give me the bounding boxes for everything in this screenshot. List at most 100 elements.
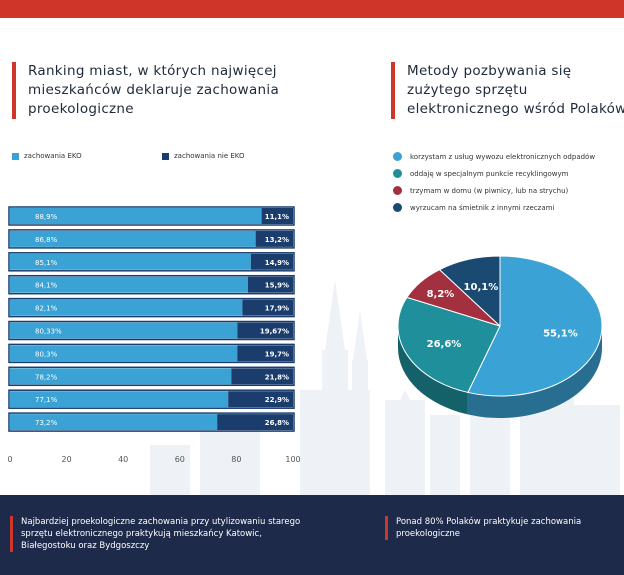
pie-chart-title: Metody pozbywania się zużytego sprzętu e… (391, 62, 624, 119)
bar-outline (8, 297, 295, 318)
bar-eko (10, 391, 229, 408)
bar-not-eko (248, 276, 293, 293)
x-tick-label: 60 (175, 455, 185, 464)
bar-label-not-eko: 15,9% (265, 282, 289, 290)
bar-label-not-eko: 19,7% (265, 350, 289, 358)
bar-not-eko (261, 208, 293, 224)
bar-not-eko (228, 391, 293, 408)
bar-eko (10, 414, 218, 431)
bar-label-not-eko: 19,67% (260, 328, 289, 336)
bar-label-eko: 80,3% (35, 350, 58, 358)
bar-outline (8, 274, 295, 295)
legend-swatch-eko (12, 152, 19, 160)
bar-outline (8, 229, 295, 249)
pie-legend-label-3: trzymam w domu (w piwnicy, lub na strych… (410, 186, 569, 195)
bar-eko (10, 253, 251, 270)
footer-note-right: Ponad 80% Polaków praktykuje zachowania … (385, 516, 621, 540)
bar-eko (10, 368, 232, 385)
bar-outline (8, 252, 295, 272)
bar-not-eko (237, 345, 293, 362)
bar-eko (10, 345, 238, 362)
pie-slice (438, 255, 501, 328)
bar-row: 85,1% 14,9% (8, 252, 295, 272)
pie-slice-side (398, 326, 468, 415)
bar-label-not-eko: 17,9% (265, 305, 289, 313)
footer-note-left: Najbardziej proekologiczne zachowania pr… (10, 516, 306, 552)
bar-row: 73,2% 26,8% (8, 412, 295, 432)
bar-not-eko (250, 253, 293, 270)
bar-label-eko: 86,8% (35, 236, 58, 244)
pie-legend-dot-2 (393, 169, 402, 178)
bar-not-eko (231, 368, 293, 385)
bar-label-eko: 73,2% (35, 419, 58, 427)
legend-swatch-not-eko (162, 152, 169, 160)
pie-slice-label: 55,1% (543, 329, 578, 340)
pie-legend-label-1: korzystam z usług wywozu elektronicznych… (410, 152, 596, 161)
legend-label-not-eko: zachowania nie EKO (174, 152, 245, 160)
bar-not-eko (217, 414, 293, 431)
bar-row: 80,33% 19,67% (8, 320, 295, 341)
bar-outline (8, 320, 295, 341)
bar-outline (8, 343, 295, 364)
bar-row: 82,1% 17,9% (8, 297, 295, 318)
pie-legend-dot-4 (393, 203, 402, 212)
bar-label-eko: 84,1% (35, 282, 58, 290)
bar-eko (10, 208, 262, 224)
bar-label-eko: 77,1% (35, 396, 58, 404)
footer-band (0, 495, 624, 575)
bar-label-not-eko: 13,2% (265, 236, 289, 244)
bar-row: 78,2% 21,8% (8, 366, 295, 387)
bar-outline (8, 206, 295, 226)
legend-eko: zachowania EKO (12, 152, 82, 160)
pie-slice-label: 26,6% (427, 339, 462, 350)
x-tick-label: 0 (7, 455, 12, 464)
legend-label-eko: zachowania EKO (24, 152, 82, 160)
bar-label-eko: 82,1% (35, 305, 58, 313)
pie-slice (467, 255, 603, 397)
bar-not-eko (255, 230, 293, 247)
pie-slice (397, 296, 501, 394)
pie-legend-dot-3 (393, 186, 402, 195)
bar-outline (8, 389, 295, 409)
bar-label-eko: 80,33% (35, 328, 62, 336)
bar-label-not-eko: 11,1% (265, 213, 289, 221)
bar-not-eko (242, 299, 293, 316)
pie-legend-dot-1 (393, 152, 402, 161)
pie-slice-label: 8,2% (427, 289, 455, 300)
legend-not-eko: zachowania nie EKO (162, 152, 245, 160)
bar-eko (10, 230, 256, 247)
bar-label-not-eko: 14,9% (265, 259, 289, 267)
pie-slice-side (467, 326, 602, 418)
bar-eko (10, 322, 238, 339)
pie-chart: 55,1% 26,6% 8,2% 10,1% (397, 255, 603, 418)
bar-label-eko: 78,2% (35, 373, 58, 381)
bar-label-not-eko: 22,9% (265, 396, 289, 404)
bar-row: 88,9% 11,1% (8, 206, 295, 226)
bar-row: 84,1% 15,9% (8, 274, 295, 295)
bar-label-eko: 85,1% (35, 259, 58, 267)
pie-legend-item-4: wyrzucam na śmietnik z innymi rzeczami (393, 203, 554, 212)
bar-eko (10, 299, 243, 316)
bar-label-not-eko: 21,8% (265, 373, 289, 381)
pie-legend-label-4: wyrzucam na śmietnik z innymi rzeczami (410, 203, 555, 212)
bar-outline (8, 366, 295, 387)
bar-chart-title: Ranking miast, w których najwięcej miesz… (12, 62, 298, 119)
bar-row: 77,1% 22,9% (8, 389, 295, 409)
x-tick-label: 80 (231, 455, 241, 464)
top-accent-bar (0, 0, 624, 18)
pie-legend-item-3: trzymam w domu (w piwnicy, lub na strych… (393, 186, 568, 195)
bar-row: 80,3% 19,7% (8, 343, 295, 364)
x-tick-label: 20 (62, 455, 72, 464)
bar-outline (8, 412, 295, 432)
pie-legend-label-2: oddaję w specjalnym punkcie recyklingowy… (410, 169, 569, 178)
stacked-bar-chart: 88,9% 11,1% 86,8% 13,2% 85,1% 14,9% 84,1% 15,9%… (7, 206, 300, 464)
bar-label-eko: 88,9% (35, 213, 58, 221)
bar-row: 86,8% 13,2% (8, 229, 295, 249)
x-tick-label: 40 (118, 455, 128, 464)
bar-eko (10, 276, 249, 293)
pie-legend-item-2: oddaję w specjalnym punkcie recyklingowy… (393, 169, 568, 178)
pie-legend-item-1: korzystam z usług wywozu elektronicznych… (393, 152, 595, 161)
pie-slice-label: 10,1% (464, 282, 499, 293)
x-tick-label: 100 (285, 455, 300, 464)
bar-not-eko (237, 322, 293, 339)
